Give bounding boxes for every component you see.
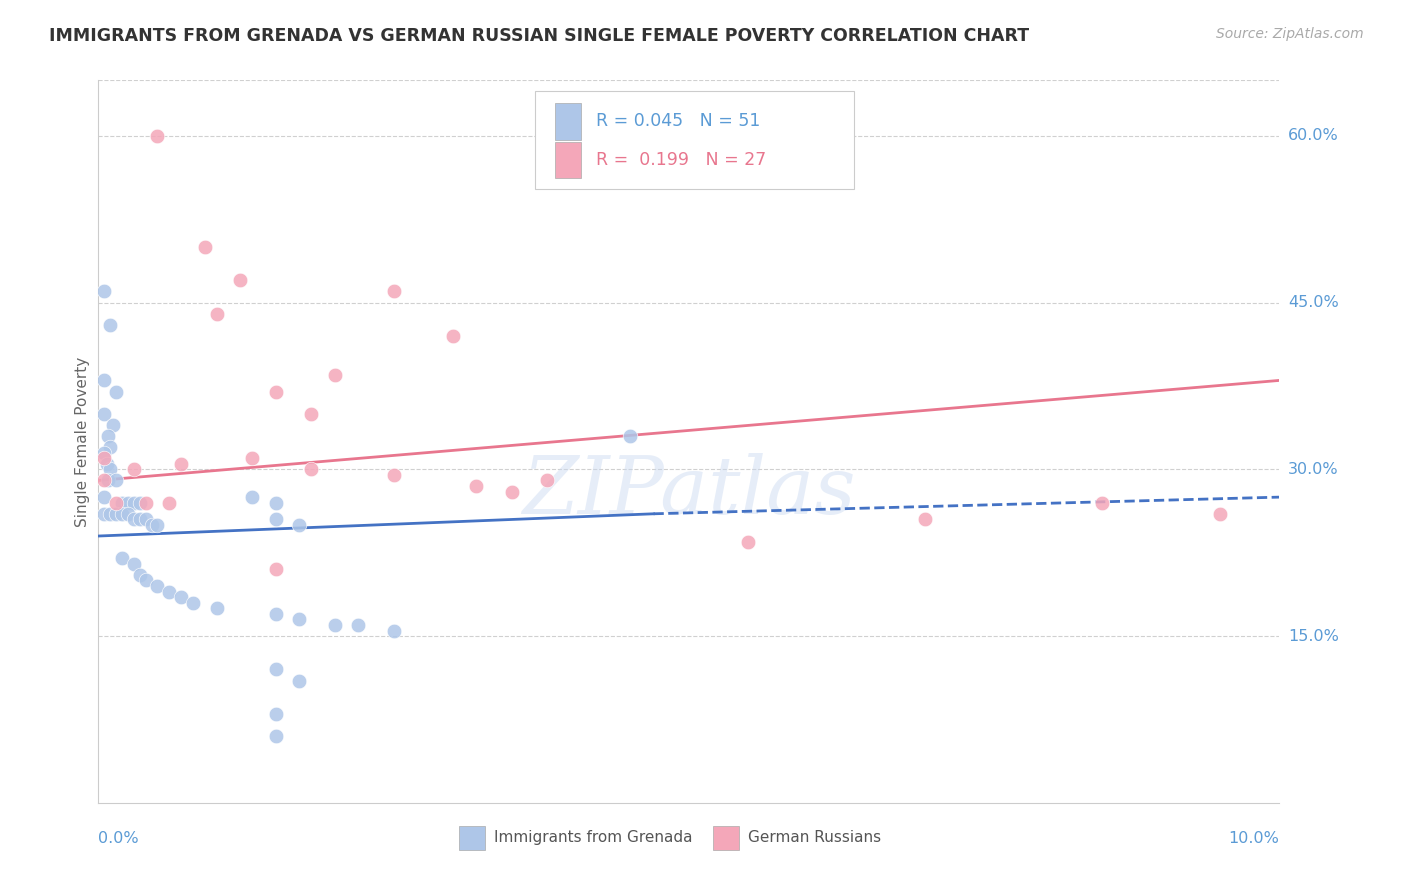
Point <box>97 474 120 488</box>
Point <box>465 479 488 493</box>
Point <box>288 673 311 688</box>
Y-axis label: Single Female Poverty: Single Female Poverty <box>75 357 90 526</box>
Point <box>299 407 322 421</box>
Point <box>323 368 346 382</box>
Point <box>117 496 139 510</box>
Point <box>117 507 139 521</box>
Point <box>128 512 150 526</box>
Point <box>299 462 322 476</box>
Point <box>135 496 157 510</box>
Point <box>146 579 169 593</box>
Point <box>128 568 150 582</box>
Point <box>240 490 263 504</box>
Text: R = 0.045   N = 51: R = 0.045 N = 51 <box>596 112 761 130</box>
Point <box>264 729 287 743</box>
Point <box>111 496 134 510</box>
Point <box>105 507 128 521</box>
Point <box>93 407 115 421</box>
Point <box>101 417 124 432</box>
Point <box>914 512 936 526</box>
Text: 30.0%: 30.0% <box>1288 462 1339 477</box>
Point <box>98 507 121 521</box>
Text: German Russians: German Russians <box>748 830 882 845</box>
Point <box>181 596 204 610</box>
Point <box>264 384 287 399</box>
Text: Immigrants from Grenada: Immigrants from Grenada <box>494 830 693 845</box>
Point <box>264 706 287 721</box>
Point <box>170 457 193 471</box>
Point <box>105 384 128 399</box>
Point <box>536 474 558 488</box>
Point <box>98 462 121 476</box>
Text: 15.0%: 15.0% <box>1288 629 1339 643</box>
Point <box>288 612 311 626</box>
Point <box>93 507 115 521</box>
Point <box>1091 496 1114 510</box>
Text: 0.0%: 0.0% <box>98 830 139 846</box>
Point <box>146 517 169 532</box>
Text: ZIPatlas: ZIPatlas <box>522 453 856 531</box>
Point <box>98 440 121 454</box>
Point <box>205 307 228 321</box>
Point <box>1209 507 1232 521</box>
Point <box>264 562 287 576</box>
Point <box>347 618 370 632</box>
Point <box>737 534 759 549</box>
Point <box>122 512 145 526</box>
Point <box>93 474 115 488</box>
Point <box>323 618 346 632</box>
Point <box>135 512 157 526</box>
Point <box>170 590 193 604</box>
Point <box>141 517 163 532</box>
Point <box>264 496 287 510</box>
Text: IMMIGRANTS FROM GRENADA VS GERMAN RUSSIAN SINGLE FEMALE POVERTY CORRELATION CHAR: IMMIGRANTS FROM GRENADA VS GERMAN RUSSIA… <box>49 27 1029 45</box>
Point <box>93 490 115 504</box>
Point <box>157 584 180 599</box>
Point <box>98 318 121 332</box>
Point <box>93 285 115 299</box>
FancyBboxPatch shape <box>713 826 738 850</box>
Point <box>382 467 405 482</box>
Point <box>93 373 115 387</box>
Point <box>93 445 115 459</box>
Point <box>441 329 464 343</box>
Point <box>122 462 145 476</box>
Point <box>96 457 118 471</box>
Point <box>264 512 287 526</box>
Text: 45.0%: 45.0% <box>1288 295 1339 310</box>
Point <box>128 496 150 510</box>
FancyBboxPatch shape <box>536 91 855 189</box>
Point <box>501 484 523 499</box>
FancyBboxPatch shape <box>555 142 582 178</box>
Point <box>111 551 134 566</box>
Point <box>97 429 120 443</box>
Point <box>122 557 145 571</box>
Point <box>135 574 157 588</box>
Point <box>382 624 405 638</box>
Point <box>382 285 405 299</box>
Text: R =  0.199   N = 27: R = 0.199 N = 27 <box>596 151 766 169</box>
Point <box>264 662 287 676</box>
FancyBboxPatch shape <box>458 826 485 850</box>
Point <box>157 496 180 510</box>
Point <box>146 128 169 143</box>
Point <box>105 496 128 510</box>
Point <box>194 240 217 254</box>
Point <box>122 496 145 510</box>
Point <box>288 517 311 532</box>
Point <box>264 607 287 621</box>
Point <box>111 507 134 521</box>
Text: Source: ZipAtlas.com: Source: ZipAtlas.com <box>1216 27 1364 41</box>
Point <box>205 601 228 615</box>
Text: 10.0%: 10.0% <box>1229 830 1279 846</box>
Text: 60.0%: 60.0% <box>1288 128 1339 144</box>
Point <box>240 451 263 466</box>
Point <box>229 273 252 287</box>
Point <box>105 474 128 488</box>
Point <box>619 429 641 443</box>
FancyBboxPatch shape <box>555 103 582 139</box>
Point <box>93 451 115 466</box>
